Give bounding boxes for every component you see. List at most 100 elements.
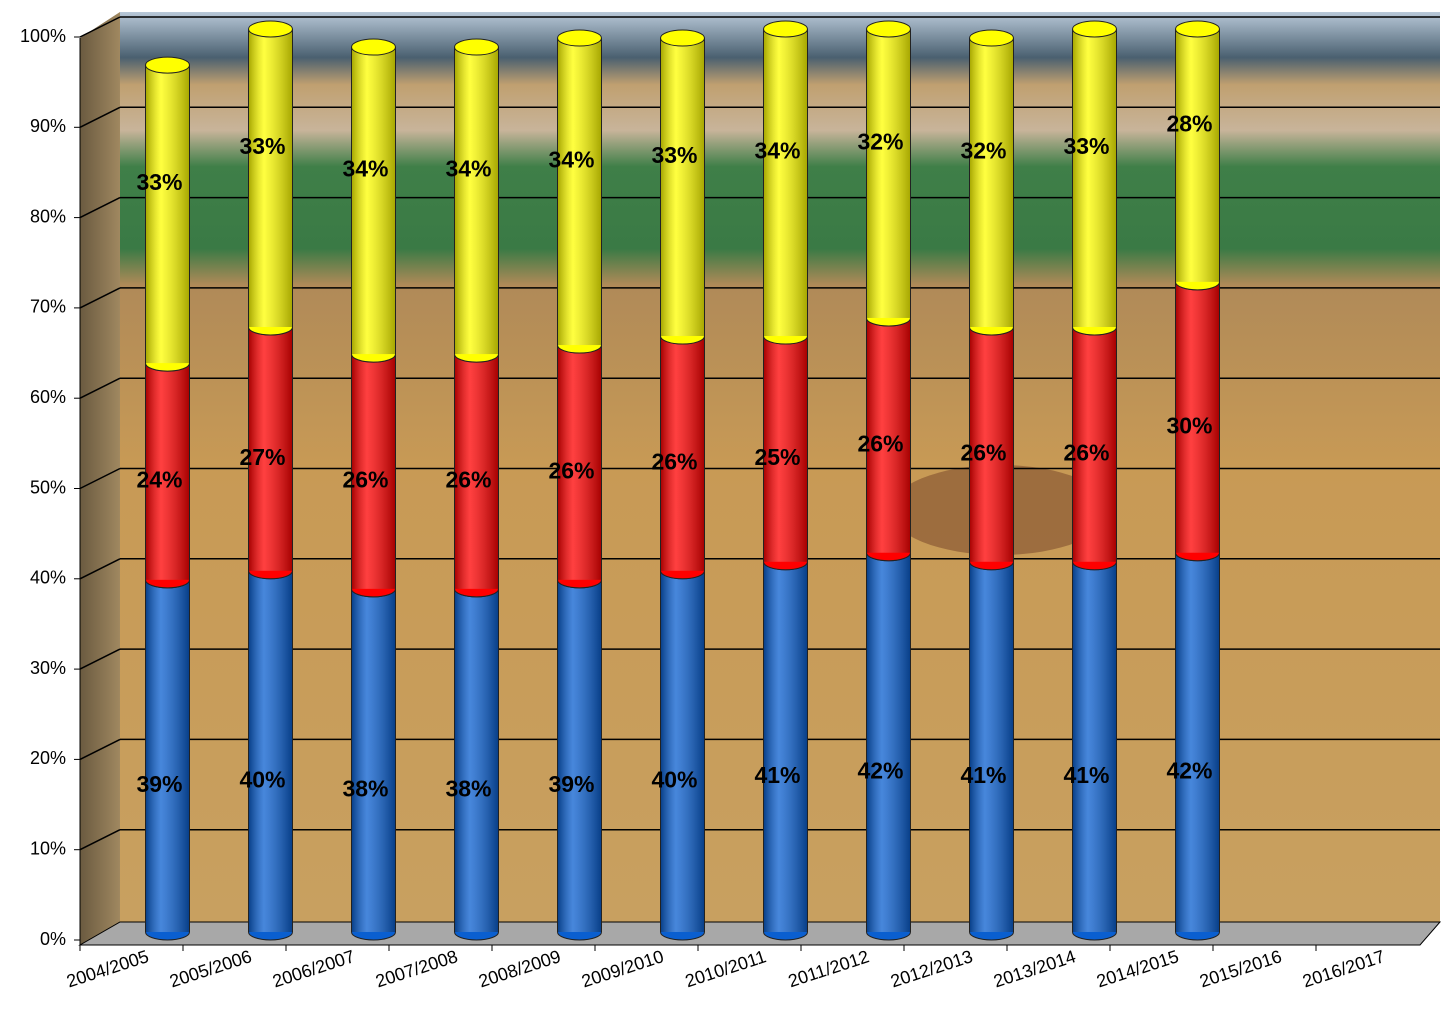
bar-shade (969, 326, 1014, 562)
x-tick-label: 2013/2014 (991, 946, 1078, 991)
y-tick-label: 60% (30, 387, 66, 407)
x-tick-label: 2009/2010 (579, 946, 666, 991)
bar-shade (660, 38, 705, 337)
y-tick-label: 20% (30, 748, 66, 768)
grid-line (79, 738, 121, 761)
y-tick-label: 0% (40, 929, 66, 949)
bar-shade (248, 29, 293, 327)
data-label: 32% (960, 138, 1006, 164)
data-label: 38% (342, 776, 388, 802)
y-tick-label: 10% (30, 838, 66, 858)
data-label: 24% (136, 467, 182, 493)
bar-shade (557, 579, 602, 932)
data-label: 34% (445, 156, 491, 182)
data-label: 34% (548, 147, 594, 173)
bar-shade (248, 570, 293, 932)
y-tick-label: 50% (30, 477, 66, 497)
bar-shade (351, 354, 396, 589)
bar-shade (145, 65, 190, 364)
data-label: 26% (960, 439, 1006, 465)
segment-top (969, 29, 1014, 47)
segment-top (454, 38, 499, 56)
grid-line (79, 558, 121, 580)
segment-top (763, 20, 808, 38)
data-label: 34% (342, 156, 388, 182)
bar-shade (454, 354, 499, 589)
y-tick-label: 70% (30, 297, 66, 317)
data-label: 41% (754, 762, 800, 788)
data-label: 39% (136, 771, 182, 797)
segment-top (866, 20, 911, 38)
grid-line (79, 287, 121, 309)
data-label: 33% (651, 142, 697, 168)
data-label: 27% (239, 444, 285, 470)
data-label: 26% (1063, 439, 1109, 465)
data-label: 34% (754, 138, 800, 164)
bar-shade (1175, 552, 1220, 932)
data-label: 26% (857, 430, 903, 456)
data-label: 25% (754, 444, 800, 470)
y-tick-label: 80% (30, 206, 66, 226)
bar-shade (351, 47, 396, 355)
grid-line (79, 196, 121, 219)
data-label: 26% (342, 467, 388, 493)
segment-top (351, 38, 396, 56)
bar-shade (763, 336, 808, 562)
segment-top (1072, 20, 1117, 38)
y-tick-label: 40% (30, 568, 66, 588)
x-tick-label: 2008/2009 (476, 946, 563, 991)
x-tick-label: 2016/2017 (1300, 946, 1387, 991)
bar-shade (454, 588, 499, 932)
data-label: 42% (1166, 757, 1212, 783)
data-label: 39% (548, 771, 594, 797)
bar-shade (1175, 281, 1220, 553)
x-tick-label: 2015/2016 (1197, 946, 1284, 991)
x-tick-label: 2005/2006 (167, 946, 254, 991)
bar-shade (866, 552, 911, 932)
bar-shade (557, 345, 602, 580)
bar-shade (145, 579, 190, 932)
grid-line (79, 829, 121, 851)
x-tick-label: 2006/2007 (270, 946, 357, 991)
x-tick-label: 2010/2011 (683, 946, 769, 991)
grid-line (79, 106, 121, 128)
x-tick-label: 2014/2015 (1094, 946, 1181, 991)
data-label: 33% (239, 133, 285, 159)
data-label: 26% (445, 467, 491, 493)
data-label: 41% (1063, 762, 1109, 788)
bar-shade (1072, 561, 1117, 932)
bar-shade (969, 561, 1014, 932)
data-label: 38% (445, 776, 491, 802)
segment-top (660, 29, 705, 47)
x-tick-label: 2012/2013 (888, 946, 975, 991)
data-label: 33% (136, 169, 182, 195)
segment-top (248, 20, 293, 38)
x-tick-label: 2011/2012 (786, 946, 872, 991)
bar-shade (248, 326, 293, 571)
segment-top (557, 29, 602, 47)
grid-line (79, 648, 121, 670)
bar-shade (660, 570, 705, 932)
data-label: 40% (239, 766, 285, 792)
segment-top (145, 56, 190, 74)
bar-shade (969, 38, 1014, 327)
grid-line (79, 467, 121, 490)
data-label: 42% (857, 757, 903, 783)
data-label: 30% (1166, 412, 1212, 438)
data-label: 26% (651, 448, 697, 474)
bar-shade (454, 47, 499, 355)
segment-top (1175, 20, 1220, 38)
data-label: 26% (548, 458, 594, 484)
bar-shade (1175, 29, 1220, 282)
bar-shade (763, 561, 808, 932)
data-label: 33% (1063, 133, 1109, 159)
y-tick-label: 90% (30, 116, 66, 136)
y-tick-label: 30% (30, 658, 66, 678)
data-label: 28% (1166, 110, 1212, 136)
data-label: 40% (651, 766, 697, 792)
grid-line (79, 16, 121, 38)
bar-shade (557, 38, 602, 346)
data-label: 32% (857, 129, 903, 155)
